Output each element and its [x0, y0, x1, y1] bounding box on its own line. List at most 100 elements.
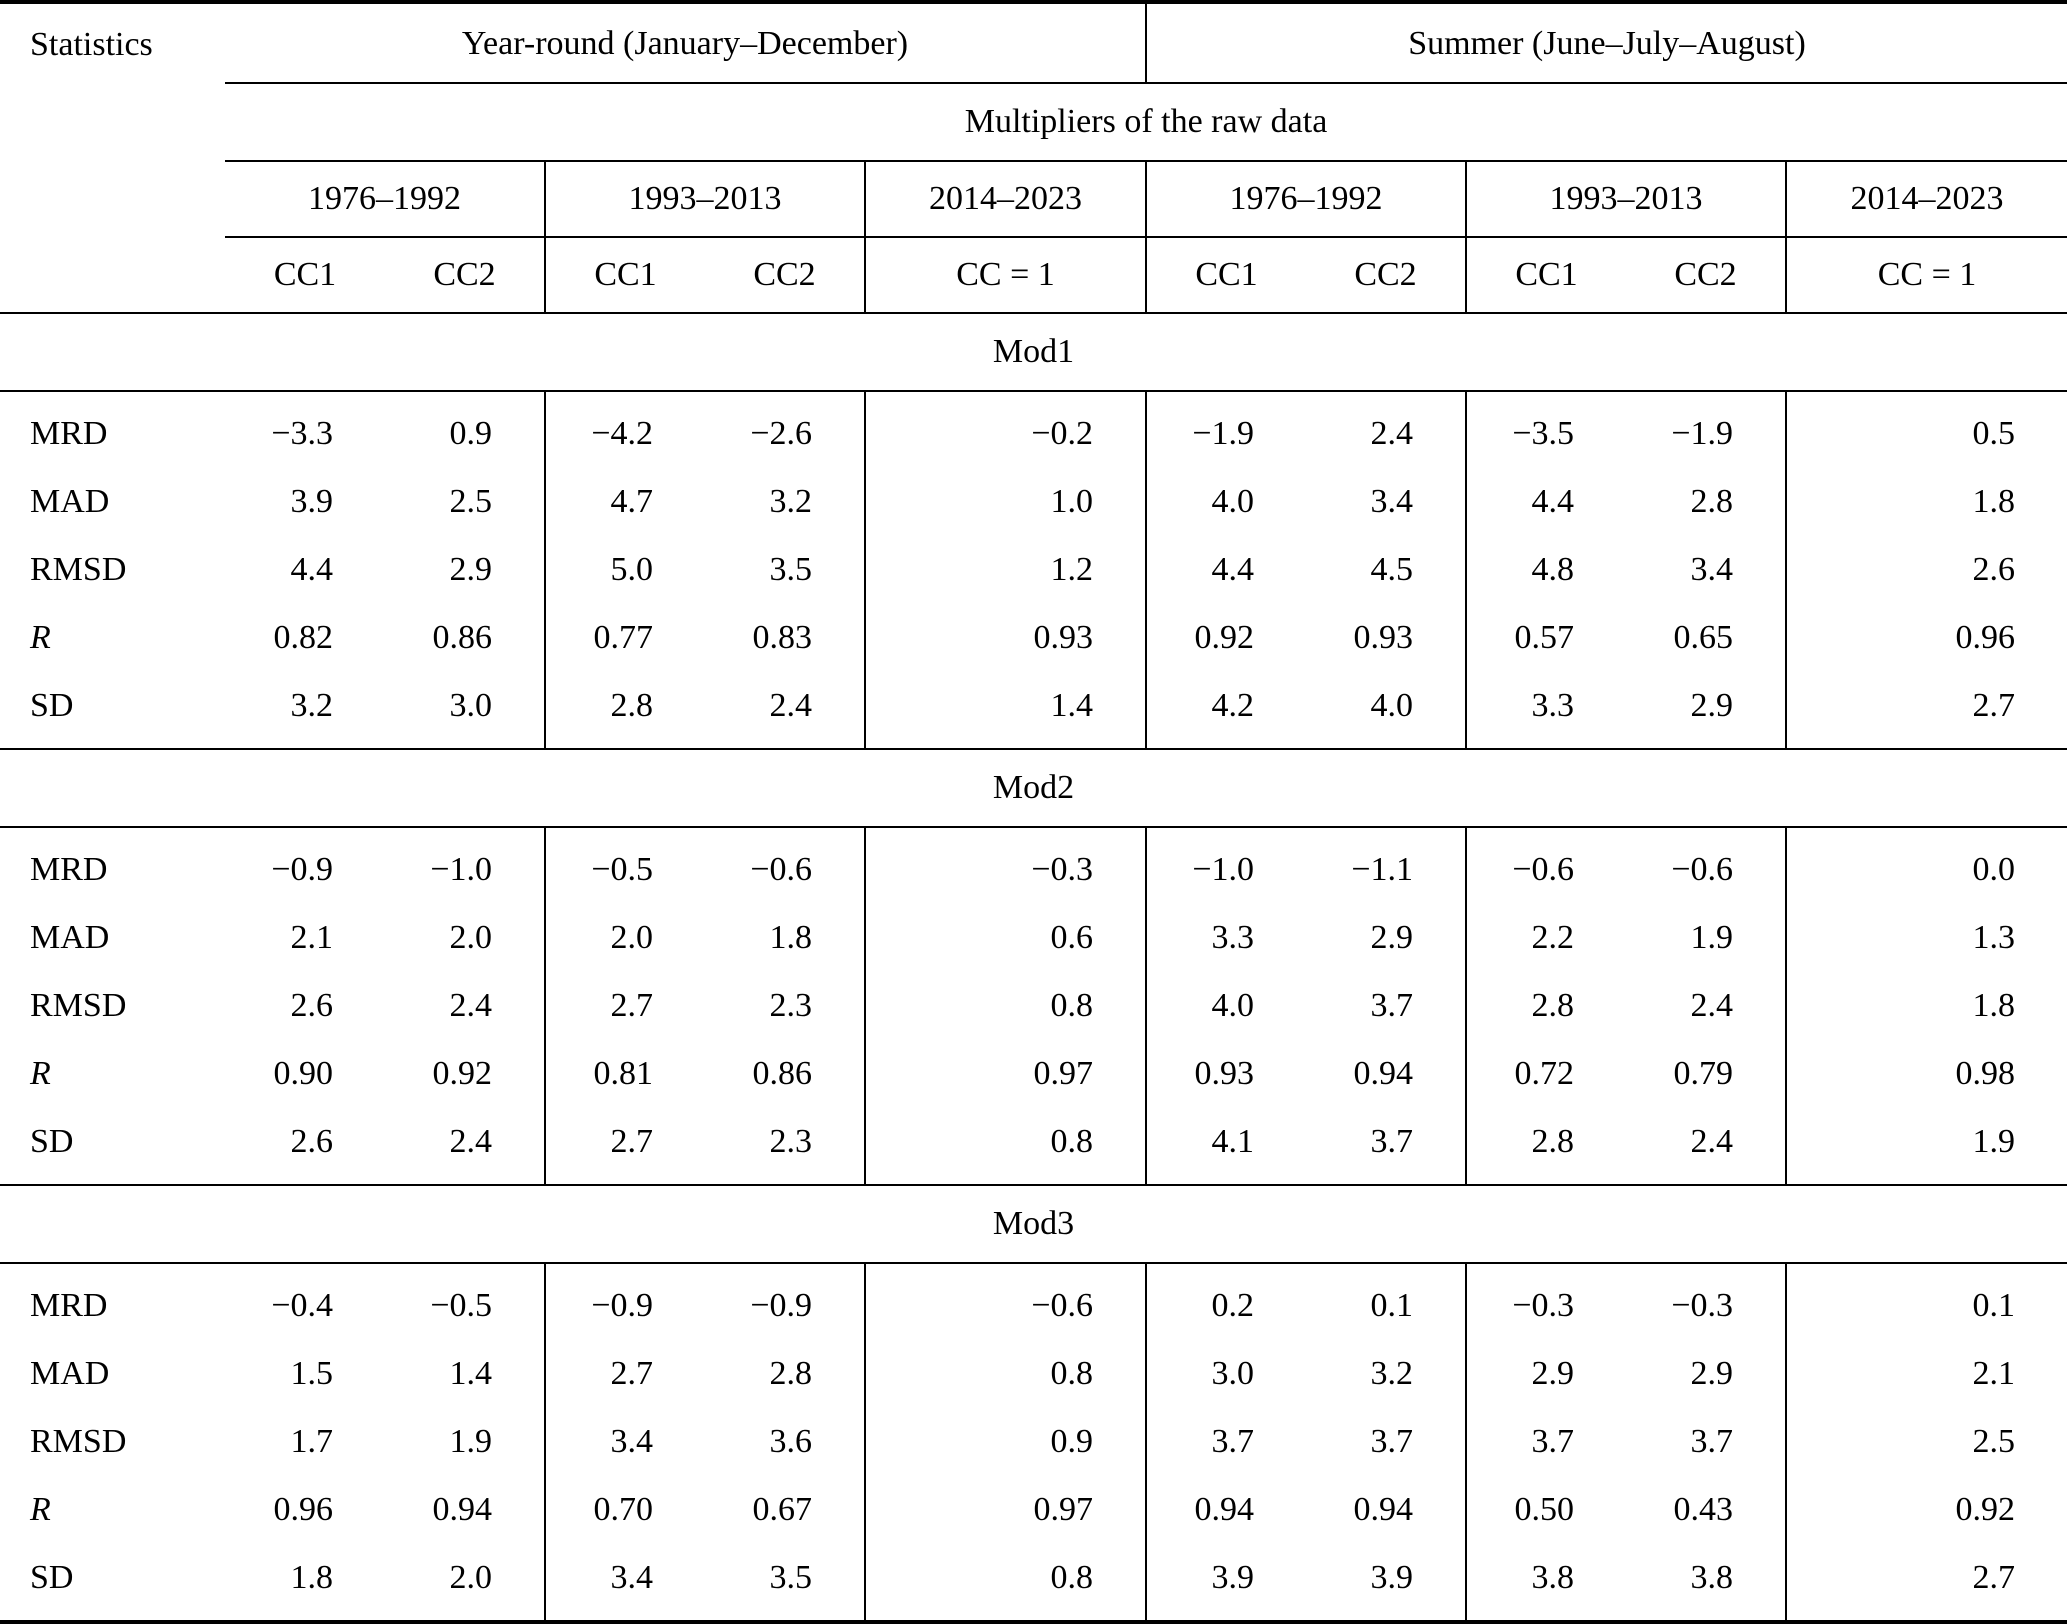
table-row: R 0.96 0.94 0.70 0.67 0.97 0.94 0.94 0.50 0.43 0.9… — [0, 1476, 2067, 1544]
value-cell: 3.5 — [769, 1559, 813, 1596]
table-row: SD 3.2 3.0 2.8 2.4 1.4 4.2 4.0 3.3 2.9 2.7 — [0, 672, 2067, 749]
value-cell: 0.94 — [1353, 1055, 1414, 1092]
value-cell: 3.7 — [1370, 1123, 1414, 1160]
value-cell: 2.9 — [449, 551, 493, 588]
table-row: MRD −0.4 −0.5 −0.9 −0.9 −0.6 0.2 0.1 −0.3 −0.3 0.1 — [0, 1263, 2067, 1340]
value-cell: 3.0 — [1145, 1340, 1306, 1408]
table-header: Statistics Year-round (January–December)… — [0, 2, 2067, 314]
row-label: SD — [30, 1123, 74, 1160]
value-cell: 3.4 — [544, 1408, 705, 1476]
row-label: MAD — [30, 1355, 110, 1392]
value-cell: 2.6 — [290, 1123, 334, 1160]
value-cell: 4.0 — [1145, 972, 1306, 1040]
value-cell: 0.6 — [864, 904, 1146, 972]
value-cell: 2.5 — [1785, 1408, 2067, 1476]
cc-header-row: CC1 CC2 CC1 CC2 CC = 1 CC1 CC2 CC1 CC2 C… — [0, 237, 2067, 314]
table-body: Mod1 MRD −3.3 0.9 −4.2 −2.6 −0.2 −1.9 2.4 −3.5 −1.… — [0, 312, 2067, 1622]
value-cell: 5.0 — [544, 536, 705, 604]
value-cell: −0.3 — [864, 827, 1146, 904]
value-cell: 4.7 — [544, 468, 705, 536]
value-cell: 3.7 — [1370, 987, 1414, 1024]
value-cell: −3.3 — [271, 415, 333, 452]
value-cell: 0.90 — [273, 1055, 334, 1092]
value-cell: 0.97 — [864, 1040, 1146, 1108]
spacer-cell — [0, 237, 225, 314]
value-cell: 4.0 — [1370, 687, 1414, 724]
value-cell: −0.3 — [1465, 1263, 1626, 1340]
value-cell: 2.3 — [769, 987, 813, 1024]
value-cell: 2.4 — [449, 1123, 493, 1160]
value-cell: 0.77 — [544, 604, 705, 672]
value-cell: 0.98 — [1785, 1040, 2067, 1108]
cc-header: CC = 1 — [864, 237, 1146, 314]
multipliers-header-row: Multipliers of the raw data — [0, 83, 2067, 162]
value-cell: 0.82 — [273, 619, 334, 656]
value-cell: 3.2 — [290, 687, 334, 724]
value-cell: 3.3 — [1465, 672, 1626, 749]
value-cell: −1.0 — [1145, 827, 1306, 904]
value-cell: 2.8 — [769, 1355, 813, 1392]
group-header-year-round: Year-round (January–December) — [225, 2, 1146, 84]
period-header: 1976–1992 — [1145, 161, 1466, 238]
value-cell: −1.1 — [1351, 851, 1413, 888]
value-cell: 4.8 — [1465, 536, 1626, 604]
value-cell: 0.9 — [449, 415, 493, 452]
value-cell: 3.9 — [1370, 1559, 1414, 1596]
section-title: Mod3 — [0, 1184, 2067, 1264]
value-cell: 3.4 — [1690, 551, 1734, 588]
value-cell: 2.2 — [1465, 904, 1626, 972]
row-label: MAD — [30, 919, 110, 956]
value-cell: 0.72 — [1465, 1040, 1626, 1108]
group-header-row: Statistics Year-round (January–December)… — [0, 2, 2067, 84]
section-title: Mod1 — [0, 312, 2067, 392]
value-cell: 0.1 — [1370, 1287, 1414, 1324]
row-label: RMSD — [30, 551, 127, 588]
value-cell: 0.86 — [752, 1055, 813, 1092]
table-row: MRD −0.9 −1.0 −0.5 −0.6 −0.3 −1.0 −1.1 −0.6 −0.6 0… — [0, 827, 2067, 904]
value-cell: 2.0 — [449, 919, 493, 956]
section-title-row: Mod3 — [0, 1184, 2067, 1264]
value-cell: −0.4 — [271, 1287, 333, 1324]
value-cell: −2.6 — [750, 415, 812, 452]
value-cell: 0.83 — [752, 619, 813, 656]
value-cell: 3.7 — [1370, 1423, 1414, 1460]
value-cell: −0.2 — [864, 391, 1146, 468]
value-cell: 0.97 — [864, 1476, 1146, 1544]
value-cell: 1.8 — [1785, 972, 2067, 1040]
value-cell: 0.94 — [1145, 1476, 1306, 1544]
table-row: MRD −3.3 0.9 −4.2 −2.6 −0.2 −1.9 2.4 −3.5 −1.9 0.5 — [0, 391, 2067, 468]
value-cell: 4.2 — [1145, 672, 1306, 749]
value-cell: 0.70 — [544, 1476, 705, 1544]
cc-header: CC = 1 — [1785, 237, 2067, 314]
value-cell: 2.8 — [1690, 483, 1734, 520]
value-cell: 1.7 — [290, 1423, 334, 1460]
value-cell: 2.9 — [1370, 919, 1414, 956]
value-cell: 0.79 — [1673, 1055, 1734, 1092]
period-header: 1993–2013 — [544, 161, 865, 238]
value-cell: 1.8 — [290, 1559, 334, 1596]
value-cell: 4.0 — [1145, 468, 1306, 536]
period-header: 1976–1992 — [225, 161, 545, 238]
value-cell: 2.4 — [769, 687, 813, 724]
value-cell: 0.1 — [1785, 1263, 2067, 1340]
value-cell: 3.4 — [1370, 483, 1414, 520]
value-cell: −0.3 — [1671, 1287, 1733, 1324]
cc-header: CC1 — [1465, 237, 1626, 314]
value-cell: 0.94 — [432, 1491, 493, 1528]
value-cell: 2.3 — [769, 1123, 813, 1160]
value-cell: −0.6 — [750, 851, 812, 888]
value-cell: 1.9 — [449, 1423, 493, 1460]
value-cell: 4.5 — [1370, 551, 1414, 588]
table-row: RMSD 1.7 1.9 3.4 3.6 0.9 3.7 3.7 3.7 3.7 2.5 — [0, 1408, 2067, 1476]
cc-header: CC2 — [705, 237, 865, 314]
value-cell: 1.4 — [864, 672, 1146, 749]
value-cell: 3.9 — [1145, 1544, 1306, 1622]
value-cell: −3.5 — [1465, 391, 1626, 468]
value-cell: 0.8 — [864, 972, 1146, 1040]
period-header-row: 1976–1992 1993–2013 2014–2023 1976–1992 … — [0, 161, 2067, 238]
period-header: 1993–2013 — [1465, 161, 1786, 238]
value-cell: 2.8 — [544, 672, 705, 749]
value-cell: −1.0 — [430, 851, 492, 888]
table-row: MAD 1.5 1.4 2.7 2.8 0.8 3.0 3.2 2.9 2.9 2.1 — [0, 1340, 2067, 1408]
value-cell: 0.8 — [864, 1340, 1146, 1408]
